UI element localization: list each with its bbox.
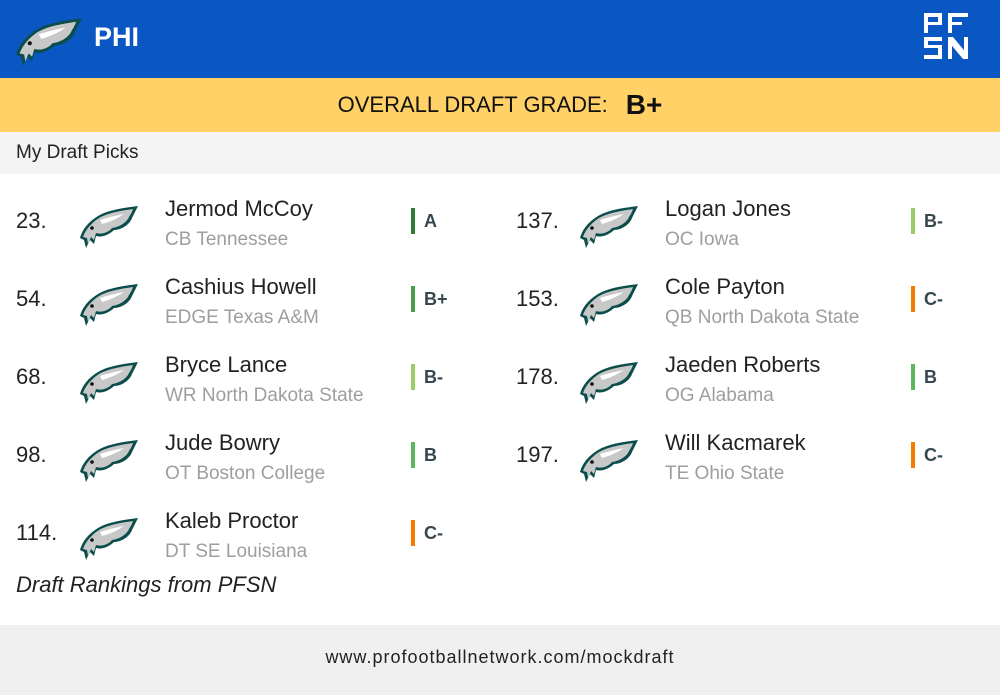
player-name: Kaleb Proctor <box>165 508 299 533</box>
pick-number: 54. <box>16 286 47 311</box>
draft-pick-row: 68. Bryce Lance WR North Dakota State B- <box>16 352 486 422</box>
eagles-logo-icon <box>578 204 640 248</box>
draft-pick-row: 178. Jaeden Roberts OG Alabama B <box>516 352 986 422</box>
footer: www.profootballnetwork.com/mockdraft <box>0 625 1000 695</box>
player-name: Jaeden Roberts <box>665 352 821 377</box>
eagles-logo-icon <box>78 360 140 404</box>
player-position-school: OT Boston College <box>165 463 326 484</box>
draft-pick-row: 98. Jude Bowry OT Boston College B <box>16 430 486 500</box>
header-bar: PHI <box>0 0 1000 78</box>
eagles-logo-icon <box>78 516 140 560</box>
overall-grade-value: B+ <box>625 89 663 120</box>
player-name: Cole Payton <box>665 274 785 299</box>
player-position-school: OC Iowa <box>665 229 739 250</box>
player-name: Jude Bowry <box>165 430 280 455</box>
player-position-school: OG Alabama <box>665 385 774 406</box>
eagles-logo-icon <box>578 438 640 482</box>
overall-grade-banner: OVERALL DRAFT GRADE: B+ <box>0 78 1000 132</box>
pick-grade-badge: C- <box>911 442 943 468</box>
player-name: Jermod McCoy <box>165 196 313 221</box>
player-position-school: TE Ohio State <box>665 463 785 484</box>
pick-grade-badge: B <box>911 364 937 390</box>
team-abbreviation: PHI <box>94 22 140 52</box>
player-name: Logan Jones <box>665 196 791 221</box>
pick-grade-badge: B <box>411 442 437 468</box>
pick-number: 23. <box>16 208 47 233</box>
draft-pick-row: 137. Logan Jones OC Iowa B- <box>516 196 986 266</box>
pick-grade-badge: B+ <box>411 286 448 312</box>
pick-grade-badge: B- <box>411 364 443 390</box>
player-name: Bryce Lance <box>165 352 288 377</box>
eagles-logo-icon <box>578 360 640 404</box>
rankings-credit: Draft Rankings from PFSN <box>16 572 277 597</box>
pick-number: 178. <box>516 364 559 389</box>
pick-number: 197. <box>516 442 559 467</box>
footer-url[interactable]: www.profootballnetwork.com/mockdraft <box>325 647 675 667</box>
eagles-logo-icon <box>14 14 84 68</box>
pick-number: 114. <box>16 520 58 545</box>
pick-grade-badge: A <box>411 208 437 234</box>
section-title: My Draft Picks <box>0 132 1000 174</box>
player-position-school: CB Tennessee <box>165 229 289 250</box>
draft-pick-row: 54. Cashius Howell EDGE Texas A&M B+ <box>16 274 486 344</box>
draft-pick-row: 197. Will Kacmarek TE Ohio State C- <box>516 430 986 500</box>
player-position-school: WR North Dakota State <box>165 385 364 406</box>
eagles-logo-icon <box>78 282 140 326</box>
player-position-school: DT SE Louisiana <box>165 541 308 562</box>
draft-pick-row: 114. Kaleb Proctor DT SE Louisiana C- <box>16 508 486 578</box>
eagles-logo-icon <box>78 204 140 248</box>
overall-grade-label: OVERALL DRAFT GRADE: <box>337 92 608 117</box>
pick-grade-badge: C- <box>911 286 943 312</box>
pick-number: 153. <box>516 286 559 311</box>
eagles-logo-icon <box>78 438 140 482</box>
eagles-logo-icon <box>578 282 640 326</box>
pick-number: 68. <box>16 364 47 389</box>
draft-pick-row: 23. Jermod McCoy CB Tennessee A <box>16 196 486 266</box>
pick-number: 137. <box>516 208 559 233</box>
player-position-school: QB North Dakota State <box>665 307 860 328</box>
player-position-school: EDGE Texas A&M <box>165 307 319 328</box>
pick-grade-badge: B- <box>911 208 943 234</box>
draft-pick-row: 153. Cole Payton QB North Dakota State C… <box>516 274 986 344</box>
pick-grade-badge: C- <box>411 520 443 546</box>
player-name: Will Kacmarek <box>665 430 806 455</box>
pfsn-logo-icon[interactable] <box>924 13 968 59</box>
pick-number: 98. <box>16 442 47 467</box>
player-name: Cashius Howell <box>165 274 317 299</box>
